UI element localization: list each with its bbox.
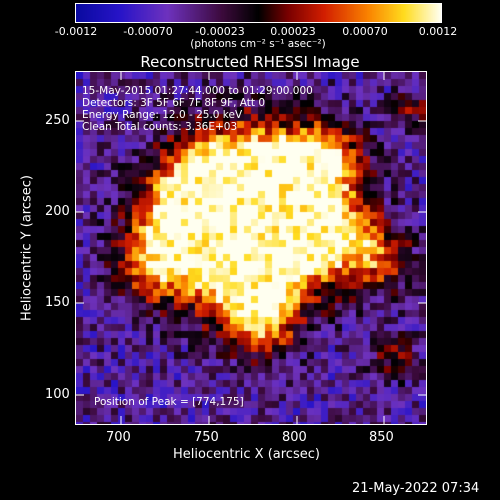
x-tick-label: 750 bbox=[194, 430, 219, 445]
y-tick-label: 100 bbox=[45, 387, 70, 402]
info-detectors: Detectors: 3F 5F 6F 7F 8F 9F, Att 0 bbox=[82, 97, 266, 109]
colorbar-tick: -0.00023 bbox=[195, 25, 245, 38]
colorbar-tick: 0.00023 bbox=[270, 25, 316, 38]
colorbar bbox=[75, 3, 442, 23]
colorbar-tick: 0.0012 bbox=[418, 25, 458, 38]
footer-timestamp: 21-May-2022 07:34 bbox=[352, 481, 480, 496]
y-axis-label: Heliocentric Y (arcsec) bbox=[19, 175, 35, 321]
x-tick-label: 700 bbox=[106, 430, 131, 445]
y-tick-label: 150 bbox=[45, 295, 70, 310]
info-peak-position: Position of Peak = [774,175] bbox=[94, 396, 244, 408]
colorbar-tick: -0.00070 bbox=[123, 25, 173, 38]
x-tick-label: 800 bbox=[282, 430, 307, 445]
colorbar-tick: 0.00070 bbox=[342, 25, 388, 38]
info-energy-range: Energy Range: 12.0 - 25.0 keV bbox=[82, 109, 243, 121]
info-time-range: 15-May-2015 01:27:44.000 to 01:29:00.000 bbox=[82, 85, 313, 97]
colorbar-tick: -0.0012 bbox=[54, 25, 98, 38]
x-axis-label: Heliocentric X (arcsec) bbox=[173, 447, 320, 462]
plot-title: Reconstructed RHESSI Image bbox=[140, 53, 360, 71]
info-clean-counts: Clean Total counts: 3.36E+03 bbox=[82, 121, 238, 133]
rhessi-image bbox=[76, 72, 426, 424]
plot-frame bbox=[75, 71, 427, 425]
y-tick-label: 250 bbox=[45, 113, 70, 128]
colorbar-unit-label: (photons cm⁻² s⁻¹ asec⁻²) bbox=[190, 38, 326, 50]
y-tick-label: 200 bbox=[45, 204, 70, 219]
x-tick-label: 850 bbox=[369, 430, 394, 445]
